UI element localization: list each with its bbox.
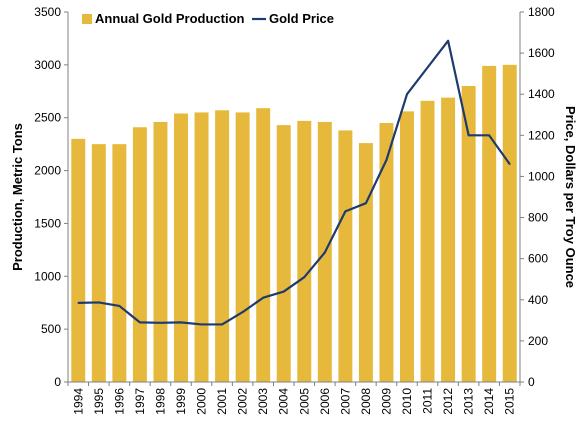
bar-2000 (194, 112, 209, 383)
bar-2011 (420, 100, 435, 383)
price-point-2010 (406, 93, 408, 96)
x-tick-label: 2013 (462, 388, 476, 415)
x-axis-ticks: 1994 1995 1996 1997 1998 1999 2000 2001 2002 2003… (67, 382, 521, 415)
right-tick-label: 1800 (528, 5, 555, 19)
price-point-2007 (344, 210, 347, 213)
bar-2014 (482, 65, 497, 382)
x-tick-label: 1997 (133, 388, 147, 415)
bar-2015 (502, 64, 517, 383)
bar-1998 (153, 121, 168, 382)
x-tick-label: 2015 (503, 388, 517, 415)
bar-2009 (379, 123, 394, 382)
x-tick-label: 2002 (236, 388, 250, 415)
x-tick-label: 2009 (379, 388, 393, 415)
price-point-2005 (303, 276, 306, 278)
legend-bar-swatch (82, 14, 92, 24)
price-point-1999 (180, 321, 182, 324)
bar-2001 (215, 110, 230, 382)
bar-2004 (276, 125, 291, 383)
legend: Annual Gold Production Gold Price (82, 11, 334, 26)
bar-2005 (297, 120, 312, 382)
bar-1997 (132, 127, 147, 382)
price-point-2002 (241, 311, 244, 313)
x-tick-label: 1998 (153, 388, 167, 415)
price-point-1997 (139, 321, 141, 324)
bar-1996 (112, 144, 127, 382)
x-tick-label: 2014 (482, 388, 496, 415)
price-point-2012 (447, 39, 449, 42)
x-tick-label: 1994 (71, 388, 85, 415)
price-point-1996 (118, 305, 121, 307)
price-point-2000 (200, 323, 203, 326)
legend-line-label: Gold Price (269, 11, 334, 26)
right-tick-label: 1600 (528, 46, 555, 60)
bar-1994 (71, 138, 86, 382)
x-tick-label: 2011 (421, 388, 435, 414)
x-tick-label: 2001 (215, 388, 229, 415)
left-tick-label: 500 (41, 322, 61, 336)
x-tick-label: 1996 (112, 388, 126, 415)
left-axis-title: Production, Metric Tons (10, 123, 25, 271)
right-tick-label: 400 (528, 293, 548, 307)
price-point-2006 (324, 251, 326, 254)
price-point-2015 (508, 163, 511, 165)
left-tick-label: 1000 (34, 269, 61, 283)
x-tick-label: 2000 (195, 388, 209, 415)
bar-2012 (441, 97, 456, 382)
left-tick-label: 1500 (34, 216, 61, 230)
left-tick-label: 3500 (34, 5, 61, 19)
price-point-2011 (426, 66, 429, 69)
x-tick-label: 1995 (92, 388, 106, 415)
bar-1995 (91, 144, 106, 382)
x-tick-label: 2007 (338, 388, 352, 415)
price-point-2004 (282, 290, 285, 293)
price-line-group (77, 39, 511, 326)
x-tick-label: 2005 (297, 388, 311, 415)
x-tick-label: 2006 (318, 388, 332, 415)
right-tick-label: 600 (528, 252, 548, 266)
price-point-2008 (365, 202, 367, 204)
left-tick-label: 2500 (34, 111, 61, 125)
price-point-2009 (385, 159, 388, 161)
right-tick-label: 1400 (528, 87, 555, 101)
bar-2007 (338, 130, 353, 382)
bars-group (71, 64, 517, 383)
price-point-1995 (98, 301, 100, 304)
x-tick-label: 1999 (174, 388, 188, 415)
x-tick-label: 2003 (256, 388, 270, 415)
price-point-1998 (159, 322, 162, 324)
right-tick-label: 1000 (528, 169, 555, 183)
left-tick-label: 0 (54, 375, 61, 389)
right-tick-label: 200 (528, 334, 548, 348)
right-tick-label: 0 (528, 375, 535, 389)
x-tick-label: 2008 (359, 388, 373, 415)
price-point-2014 (488, 134, 490, 137)
price-point-2003 (262, 296, 264, 299)
x-tick-label: 2012 (441, 388, 455, 415)
right-tick-label: 800 (528, 211, 548, 225)
right-axis-title: Price, Dollars per Troy Ounce (563, 106, 578, 288)
gold-price-line (78, 39, 511, 326)
price-point-1994 (77, 302, 80, 304)
bar-2003 (256, 108, 271, 382)
x-tick-label: 2004 (277, 388, 291, 415)
left-tick-label: 2000 (34, 164, 61, 178)
x-tick-label: 2010 (400, 388, 414, 415)
left-tick-label: 3000 (34, 58, 61, 72)
right-axis-ticks: 0 200 400 600 800 1000 1200 1400 1600 1800 (520, 5, 555, 389)
bar-2010 (400, 111, 414, 383)
bar-1999 (174, 113, 188, 383)
legend-bar-label: Annual Gold Production (95, 11, 245, 26)
price-point-2013 (467, 134, 470, 137)
left-axis-ticks: 0 500 1000 1500 2000 2500 3000 3500 (34, 5, 68, 389)
bar-2013 (461, 86, 476, 382)
bar-2008 (358, 143, 373, 382)
price-point-2001 (221, 323, 223, 326)
bar-2002 (235, 112, 250, 383)
right-tick-label: 1200 (528, 128, 555, 142)
